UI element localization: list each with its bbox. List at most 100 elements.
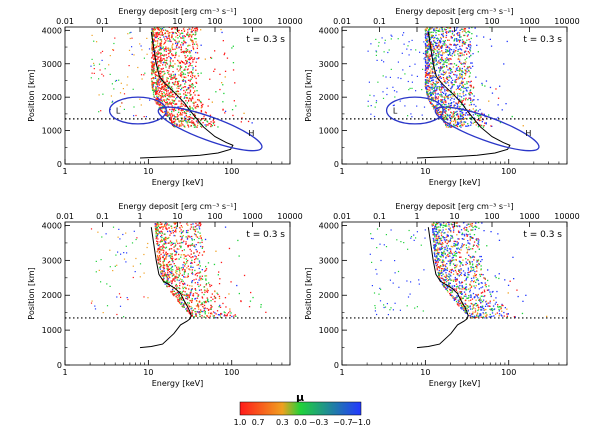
- scatter-point: [185, 297, 188, 300]
- scatter-point: [189, 228, 192, 230]
- scatter-point: [451, 268, 453, 271]
- scatter-point: [439, 265, 442, 267]
- scatter-point: [471, 303, 473, 305]
- scatter-point: [157, 93, 159, 95]
- scatter-point: [182, 283, 184, 286]
- scatter-point: [441, 84, 443, 86]
- scatter-point: [470, 98, 472, 100]
- scatter-point: [175, 32, 178, 34]
- scatter-point: [440, 41, 442, 43]
- scatter-point: [478, 263, 481, 265]
- scatter-point: [160, 62, 162, 64]
- scatter-point: [477, 51, 479, 53]
- scatter-point: [441, 96, 443, 98]
- scatter-point: [376, 59, 378, 61]
- scatter-point: [436, 87, 438, 89]
- scatter-point: [163, 91, 165, 93]
- scatter-point: [166, 282, 168, 284]
- scatter-point: [439, 30, 441, 32]
- scatter-point: [159, 53, 162, 55]
- scatter-point: [440, 77, 442, 79]
- scatter-point: [429, 92, 431, 94]
- scatter-point: [148, 48, 151, 50]
- scatter-point: [460, 48, 462, 50]
- scatter-point: [458, 41, 461, 43]
- scatter-point: [194, 288, 196, 290]
- scatter-point: [200, 72, 202, 74]
- scatter-point: [169, 271, 171, 273]
- scatter-point: [123, 93, 126, 95]
- scatter-point: [131, 242, 134, 244]
- scatter-point: [498, 313, 501, 315]
- scatter-point: [181, 301, 183, 304]
- scatter-point: [205, 279, 207, 281]
- scatter-point: [174, 223, 176, 225]
- scatter-point: [162, 262, 164, 264]
- scatter-point: [191, 285, 193, 287]
- scatter-point: [191, 300, 193, 302]
- scatter-point: [183, 306, 185, 308]
- scatter-point: [491, 312, 494, 314]
- scatter-point: [116, 313, 118, 316]
- scatter-point: [455, 300, 458, 303]
- scatter-point: [160, 238, 163, 241]
- scatter-point: [187, 45, 189, 47]
- scatter-point: [166, 273, 168, 276]
- scatter-point: [461, 86, 463, 88]
- scatter-point: [482, 126, 485, 128]
- scatter-point: [428, 55, 430, 57]
- scatter-point: [160, 80, 162, 82]
- scatter-point: [452, 237, 454, 239]
- scatter-point: [165, 226, 167, 228]
- scatter-point: [429, 93, 431, 96]
- scatter-point: [463, 34, 465, 37]
- scatter-point: [190, 266, 192, 268]
- scatter-point: [432, 93, 434, 95]
- scatter-point: [184, 255, 186, 257]
- scatter-point: [442, 283, 445, 285]
- scatter-point: [443, 44, 445, 46]
- scatter-point: [403, 43, 405, 45]
- scatter-point: [147, 297, 149, 299]
- scatter-point: [170, 94, 172, 97]
- scatter-point: [453, 98, 455, 100]
- scatter-point: [224, 112, 226, 114]
- scatter-point: [156, 225, 158, 227]
- scatter-point: [453, 124, 455, 126]
- scatter-point: [171, 275, 173, 277]
- scatter-point: [175, 239, 178, 241]
- scatter-point: [437, 254, 439, 256]
- scatter-point: [483, 307, 485, 310]
- scatter-point: [190, 300, 192, 302]
- scatter-point: [162, 76, 164, 78]
- scatter-point: [441, 265, 443, 267]
- scatter-point: [211, 306, 213, 308]
- scatter-point: [425, 50, 427, 52]
- scatter-point: [171, 241, 173, 244]
- scatter-point: [166, 92, 168, 94]
- scatter-point: [445, 100, 447, 102]
- scatter-point: [451, 33, 454, 35]
- scatter-point: [458, 88, 460, 90]
- scatter-point: [155, 82, 157, 84]
- scatter-point: [192, 40, 194, 42]
- scatter-point: [484, 122, 486, 124]
- scatter-point: [464, 114, 467, 116]
- scatter-point: [190, 125, 192, 127]
- scatter-point: [146, 53, 148, 55]
- scatter-point: [179, 62, 182, 64]
- scatter-point: [426, 61, 428, 64]
- scatter-point: [455, 45, 457, 47]
- scatter-point: [151, 72, 153, 75]
- scatter-point: [485, 301, 487, 303]
- scatter-point: [204, 270, 206, 272]
- scatter-point: [170, 263, 172, 266]
- scatter-point: [470, 268, 473, 270]
- scatter-point: [236, 284, 238, 287]
- scatter-point: [240, 121, 242, 123]
- scatter-point: [449, 76, 451, 78]
- scatter-point: [156, 98, 158, 101]
- scatter-point: [435, 257, 437, 259]
- scatter-point: [187, 310, 189, 313]
- scatter-point: [155, 235, 157, 237]
